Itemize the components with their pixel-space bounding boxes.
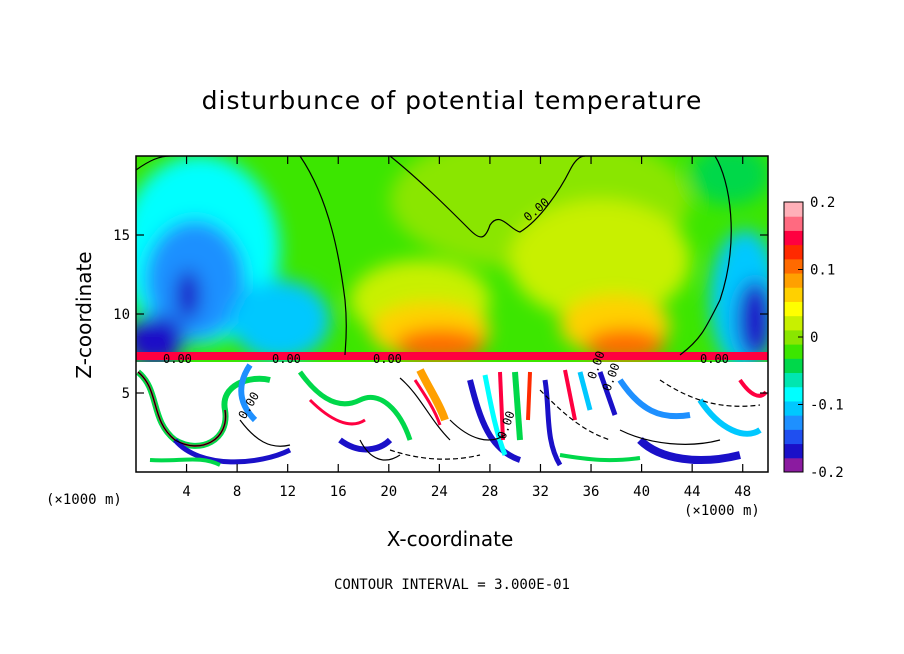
colorbar-tick-label: 0.1 [810,263,835,279]
colorbar-swatch [784,216,803,231]
x-tick-label: 12 [279,484,296,500]
x-tick-label: 24 [431,484,448,500]
colorbar-swatch [784,429,803,445]
y-axis-label: Z-coordinate [72,251,96,379]
colorbar-tick-label: 0 [810,330,818,346]
x-tick-label: 48 [734,484,751,500]
y-tick-label: 5 [122,386,130,402]
colorbar-swatch [784,415,803,430]
contour-lines [136,156,761,461]
x-tick-label: 4 [182,484,190,500]
contour-interval-note: CONTOUR INTERVAL = 3.000E-01 [333,577,570,593]
contour-label: 0.00 [272,352,301,366]
y-tick-marks: 5 10 15 [113,228,768,402]
x-tick-label: 28 [481,484,498,500]
x-tick-label: 16 [330,484,347,500]
colorbar-swatch [784,400,803,416]
chart-title: disturbunce of potential temperature [201,86,703,115]
colorbar-swatch [784,372,803,388]
contour-label: 0.00 [163,352,192,366]
colorbar-swatch [784,329,803,345]
colorbar-swatch [784,244,803,260]
colorbar-swatch [784,287,803,302]
x-tick-marks: 4 8 12 16 20 24 28 32 36 40 44 48 [182,156,751,500]
x-axis-label: X-coordinate [386,527,514,551]
x-tick-label: 20 [380,484,397,500]
colorbar-swatch [784,457,803,473]
colorbar [784,202,803,473]
colorbar-swatch [784,386,803,402]
colorbar-swatch [784,273,803,288]
x-tick-label: 44 [684,484,701,500]
x-tick-label: 36 [583,484,600,500]
heatmap-field: 0.00 0.00 0.00 0.00 0.00 0.00 0.00 0.00 … [136,156,768,472]
colorbar-swatch [784,358,803,374]
colorbar-swatch [784,315,803,331]
y-tick-label: 15 [113,228,130,244]
colorbar-swatch [784,443,803,459]
colorbar-tick-label: 0.2 [810,195,835,211]
x-tick-label: 40 [633,484,650,500]
colorbar-ticks: 0.2 0.1 0 -0.1 -0.2 [798,195,844,481]
colorbar-swatch [784,230,803,246]
colorbar-swatch [784,344,803,359]
y-tick-label: 10 [113,307,130,323]
colorbar-swatch [784,301,803,317]
colorbar-swatch [784,202,803,217]
colorbar-tick-label: -0.1 [810,398,844,414]
x-unit-label-left: (×1000 m) [46,492,122,508]
contour-label: 0.00 [700,352,729,366]
colorbar-tick-label: -0.2 [810,465,844,481]
contour-label: 0.00 [373,352,402,366]
x-unit-label-right: (×1000 m) [684,503,760,519]
x-tick-label: 8 [233,484,241,500]
x-tick-label: 32 [532,484,549,500]
colorbar-swatch [784,258,803,274]
